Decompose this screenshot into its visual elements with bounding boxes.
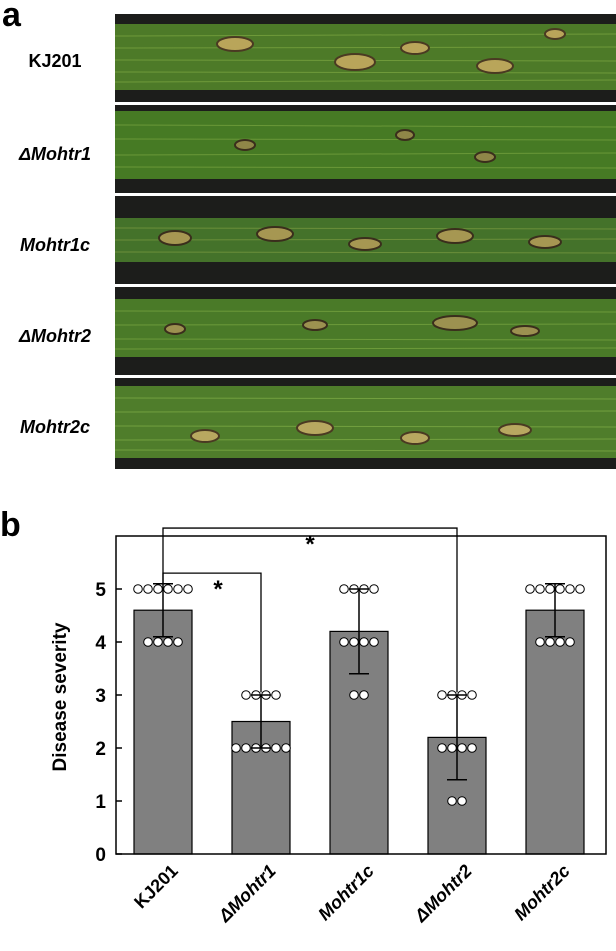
data-point bbox=[231, 743, 241, 753]
data-point bbox=[457, 743, 467, 753]
data-point bbox=[369, 584, 379, 594]
data-point bbox=[575, 584, 585, 594]
data-point bbox=[163, 584, 173, 594]
data-point bbox=[359, 637, 369, 647]
data-point bbox=[437, 743, 447, 753]
data-point bbox=[467, 743, 477, 753]
x-tick-label: KJ201 bbox=[130, 861, 182, 913]
data-point bbox=[369, 637, 379, 647]
data-point bbox=[241, 690, 251, 700]
x-tick-label: ΔMohtr2 bbox=[410, 861, 476, 927]
data-point bbox=[349, 690, 359, 700]
leaf-photo-dmohtr2 bbox=[115, 287, 616, 375]
data-point bbox=[173, 584, 183, 594]
plot-frame bbox=[115, 535, 607, 855]
data-point bbox=[173, 637, 183, 647]
data-point bbox=[447, 796, 457, 806]
significance-star: * bbox=[213, 576, 223, 603]
leaf-label-mohtr2c: Mohtr2c bbox=[19, 417, 90, 437]
data-point bbox=[565, 584, 575, 594]
data-point bbox=[339, 637, 349, 647]
data-point bbox=[457, 796, 467, 806]
panel-a-letter: a bbox=[2, 0, 21, 34]
data-point bbox=[545, 584, 555, 594]
x-tick-label: ΔMohtr1 bbox=[214, 861, 280, 927]
data-point bbox=[163, 637, 173, 647]
data-point bbox=[143, 584, 153, 594]
x-tick-label: Mohtr1c bbox=[314, 861, 378, 925]
data-point bbox=[281, 743, 291, 753]
data-point bbox=[535, 637, 545, 647]
leaf-label-kj201: KJ201 bbox=[28, 51, 82, 71]
data-point bbox=[183, 584, 193, 594]
data-point bbox=[437, 690, 447, 700]
leaf-label-mohtr1c: Mohtr1c bbox=[19, 235, 90, 255]
leaf-photo-kj201 bbox=[115, 14, 616, 102]
bar bbox=[133, 609, 193, 855]
y-tick-label: 1 bbox=[95, 792, 106, 813]
data-point bbox=[271, 690, 281, 700]
data-point bbox=[565, 637, 575, 647]
data-point bbox=[271, 743, 281, 753]
y-tick-label: 0 bbox=[95, 845, 106, 866]
data-point bbox=[555, 584, 565, 594]
data-point bbox=[339, 584, 349, 594]
significance-star: * bbox=[305, 531, 315, 558]
data-point bbox=[153, 637, 163, 647]
data-point bbox=[555, 637, 565, 647]
y-tick-label: 4 bbox=[95, 633, 106, 654]
x-tick-label: Mohtr2c bbox=[510, 861, 574, 925]
leaf-photo-dmohtr1 bbox=[115, 105, 616, 193]
significance-bracket bbox=[162, 527, 458, 693]
panel-b-letter: b bbox=[0, 506, 21, 544]
y-axis-label: Disease severity bbox=[50, 622, 71, 771]
y-tick-label: 2 bbox=[95, 739, 106, 760]
data-point bbox=[545, 637, 555, 647]
data-point bbox=[143, 637, 153, 647]
y-tick-label: 5 bbox=[95, 580, 106, 601]
y-tick-label: 3 bbox=[95, 686, 106, 707]
data-point bbox=[525, 584, 535, 594]
data-point bbox=[359, 690, 369, 700]
data-point bbox=[153, 584, 163, 594]
data-point bbox=[241, 743, 251, 753]
bar bbox=[525, 609, 585, 855]
leaf-photo-mohtr1c bbox=[115, 196, 616, 284]
data-point bbox=[447, 743, 457, 753]
data-point bbox=[467, 690, 477, 700]
data-point bbox=[535, 584, 545, 594]
disease-severity-chart: Disease severity 0 1 2 3 4 5 KJ201 ΔMohtr1 Mohtr… bbox=[50, 527, 607, 927]
leaf-photo-mohtr2c bbox=[115, 378, 616, 469]
data-point bbox=[349, 637, 359, 647]
data-point bbox=[133, 584, 143, 594]
leaf-label-dmohtr1: ΔMohtr1 bbox=[18, 144, 92, 164]
leaf-label-dmohtr2: ΔMohtr2 bbox=[18, 326, 92, 346]
